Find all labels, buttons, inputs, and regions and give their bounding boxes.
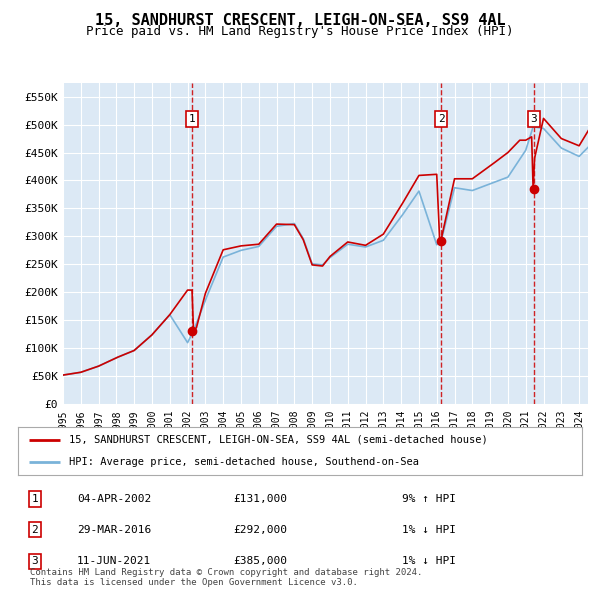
Text: 9% ↑ HPI: 9% ↑ HPI: [401, 494, 455, 504]
Text: £292,000: £292,000: [233, 525, 287, 535]
Text: 2: 2: [32, 525, 38, 535]
Text: 3: 3: [32, 556, 38, 566]
Text: 3: 3: [530, 114, 537, 124]
Text: 29-MAR-2016: 29-MAR-2016: [77, 525, 151, 535]
Text: Price paid vs. HM Land Registry's House Price Index (HPI): Price paid vs. HM Land Registry's House …: [86, 25, 514, 38]
Text: 15, SANDHURST CRESCENT, LEIGH-ON-SEA, SS9 4AL: 15, SANDHURST CRESCENT, LEIGH-ON-SEA, SS…: [95, 13, 505, 28]
Text: HPI: Average price, semi-detached house, Southend-on-Sea: HPI: Average price, semi-detached house,…: [69, 457, 419, 467]
Text: 11-JUN-2021: 11-JUN-2021: [77, 556, 151, 566]
Text: £385,000: £385,000: [233, 556, 287, 566]
Text: £131,000: £131,000: [233, 494, 287, 504]
Text: 1: 1: [32, 494, 38, 504]
Text: 2: 2: [438, 114, 445, 124]
Text: 15, SANDHURST CRESCENT, LEIGH-ON-SEA, SS9 4AL (semi-detached house): 15, SANDHURST CRESCENT, LEIGH-ON-SEA, SS…: [69, 435, 488, 445]
Text: 1% ↓ HPI: 1% ↓ HPI: [401, 525, 455, 535]
Text: 04-APR-2002: 04-APR-2002: [77, 494, 151, 504]
Text: 1% ↓ HPI: 1% ↓ HPI: [401, 556, 455, 566]
Text: 1: 1: [188, 114, 196, 124]
Text: Contains HM Land Registry data © Crown copyright and database right 2024.
This d: Contains HM Land Registry data © Crown c…: [30, 568, 422, 587]
